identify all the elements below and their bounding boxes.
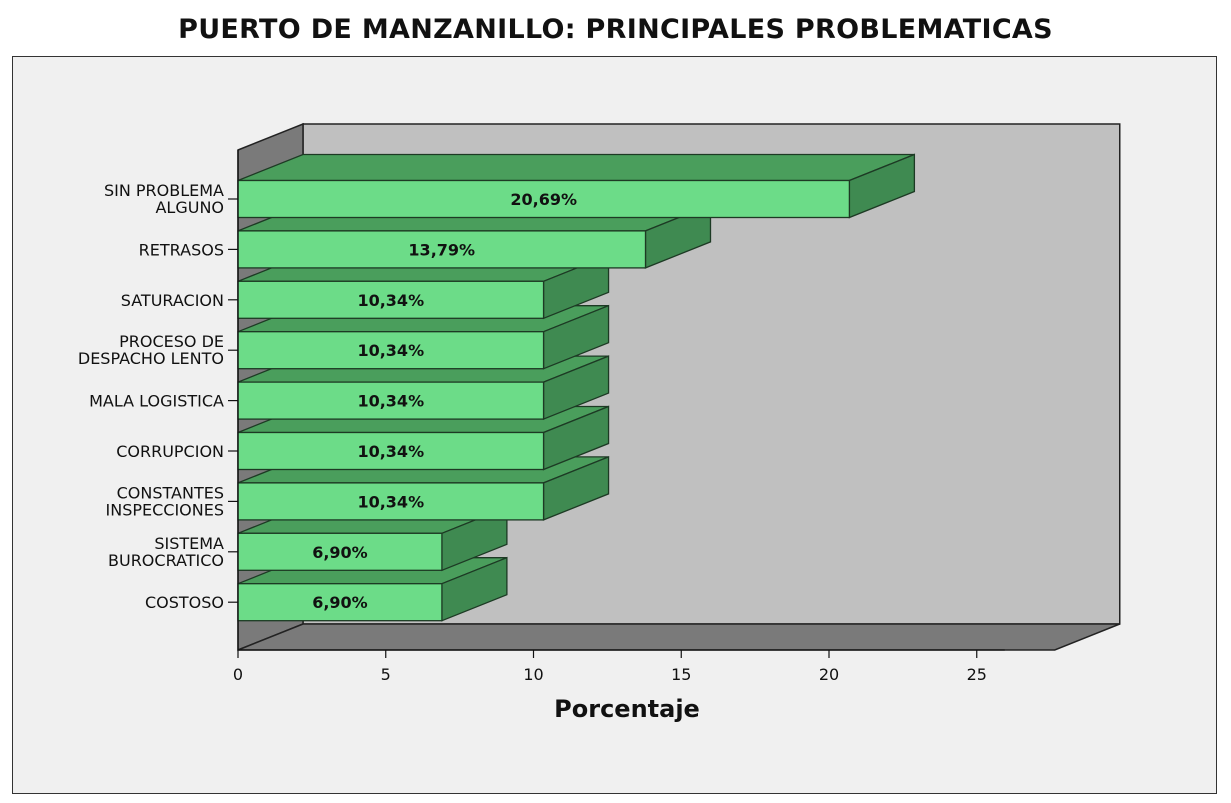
data-label: 10,34% xyxy=(357,442,424,461)
x-tick-label: 0 xyxy=(233,665,243,684)
bar-front xyxy=(237,482,545,521)
data-label: 6,90% xyxy=(312,593,368,612)
category-label: CORRUPCION xyxy=(116,442,224,461)
data-label: 6,90% xyxy=(312,543,368,562)
bar-front xyxy=(237,431,545,471)
x-tick-label: 5 xyxy=(381,665,391,684)
category-label: MALA LOGISTICA xyxy=(89,392,224,411)
bar-front xyxy=(237,280,545,319)
chart-title: PUERTO DE MANZANILLO: PRINCIPALES PROBLE… xyxy=(178,14,1053,45)
x-axis-title: Porcentaje xyxy=(554,695,700,723)
data-label: 13,79% xyxy=(408,240,475,259)
x-tick-label: 15 xyxy=(671,665,691,684)
data-label: 10,34% xyxy=(357,392,424,411)
category-label: COSTOSO xyxy=(145,593,224,612)
data-label: 20,69% xyxy=(510,190,577,209)
data-label: 10,34% xyxy=(357,341,424,360)
bar-front xyxy=(237,230,647,269)
bar-front xyxy=(237,331,545,370)
category-label: RETRASOS xyxy=(139,240,224,259)
category-labels: COSTOSO SISTEMA BUROCRATICO CONSTANTES INSPE… xyxy=(78,181,238,612)
floor xyxy=(237,623,1121,651)
category-label: SISTEMA BUROCRATICO xyxy=(108,534,224,570)
x-tick-label: 10 xyxy=(523,665,543,684)
bar-front xyxy=(237,381,545,420)
category-label: CONSTANTES INSPECCIONES xyxy=(106,483,225,519)
category-label: SIN PROBLEMA ALGUNO xyxy=(104,181,224,217)
bar-front xyxy=(237,532,443,571)
category-label: SATURACION xyxy=(121,291,224,310)
data-label: 10,34% xyxy=(357,492,424,511)
bar-top xyxy=(237,153,915,182)
data-label: 10,34% xyxy=(357,291,424,310)
bar-front xyxy=(237,179,851,219)
x-axis: 0 5 10 15 20 25 xyxy=(233,150,1005,684)
category-label: PROCESO DE DESPACHO LENTO xyxy=(78,332,224,368)
chart-bars: 6,90% 6,90% 10,34% 10,34% 10,34% 10,34% 10,34%… xyxy=(237,153,916,622)
bar-0: 20,69% xyxy=(237,153,916,219)
x-tick-label: 25 xyxy=(967,665,987,684)
x-tick-label: 20 xyxy=(819,665,839,684)
